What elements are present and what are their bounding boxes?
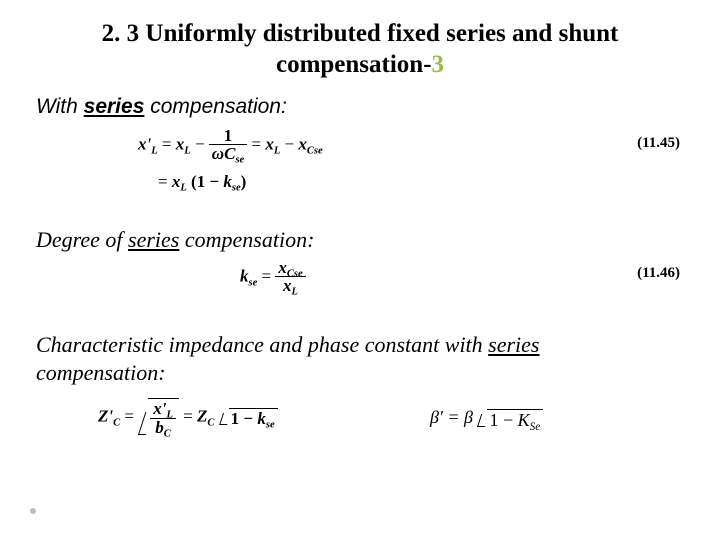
eq-sub: L <box>292 287 298 298</box>
eq-sqrt: x'L bC <box>138 398 179 438</box>
slide: 2. 3 Uniformly distributed fixed series … <box>0 0 720 540</box>
eq-frac: xCse xL <box>275 259 305 297</box>
eq-sub: se <box>249 277 258 288</box>
equation-11-46: kse = xCse xL (11.46) <box>80 255 640 301</box>
eq-op: = <box>262 266 276 285</box>
eq1145-row1: x'L = xL − 1 ωCse = xL − xCse <box>138 127 323 165</box>
slide-title: 2. 3 Uniformly distributed fixed series … <box>36 18 684 81</box>
eq1145-number: (11.45) <box>637 135 680 152</box>
subhead-degree: Degree of series compensation: <box>36 227 684 253</box>
eq-beta: β' = β 1 − KSe <box>430 408 543 429</box>
eq-sym: x <box>298 134 307 153</box>
eq1146-number: (11.46) <box>637 265 680 282</box>
eq-op: = <box>124 406 138 425</box>
eq-sym: C <box>224 144 235 163</box>
subhead-impedance: Characteristic impedance and phase const… <box>36 331 684 388</box>
eq-radicand: x'L bC <box>148 398 179 438</box>
eq-sub: se <box>232 182 241 193</box>
eq-text: 1 − <box>489 410 517 430</box>
eq-op: − <box>195 134 209 153</box>
eq-den: xL <box>275 277 305 296</box>
eq-sym: b <box>155 418 164 437</box>
page-indicator-icon <box>30 508 36 514</box>
eq-sym: β' = β <box>430 407 473 427</box>
sub1-prefix: Degree of <box>36 227 128 252</box>
eq-sym: x <box>265 134 274 153</box>
eq-op: = <box>158 172 172 191</box>
sub2-line2: compensation: <box>36 360 166 385</box>
eq-num: 1 <box>209 127 247 146</box>
eq-radicand: 1 − KSe <box>487 409 543 429</box>
eq-den: bC <box>150 419 176 438</box>
eq-sym: k <box>257 409 266 428</box>
eq1146-row1: kse = xCse xL <box>240 259 306 297</box>
eq-sub: C <box>113 417 120 428</box>
eq-sym: x <box>283 276 292 295</box>
eq-op: = <box>251 134 265 153</box>
eq-sym: x <box>278 258 287 277</box>
eq-sub: C <box>164 428 171 439</box>
eq-op: − <box>285 134 299 153</box>
eq-sub: L <box>274 145 280 156</box>
eq-sub: se <box>266 420 275 431</box>
eq-text: 1 − <box>231 409 258 428</box>
eq-sym: x <box>176 134 185 153</box>
sub2-line1a: Characteristic impedance and phase const… <box>36 332 488 357</box>
eq-den: ωCse <box>209 145 247 164</box>
sub1-suffix: compensation: <box>185 227 315 252</box>
sub1-emph: series <box>128 227 179 252</box>
eq-sub: L <box>180 182 186 193</box>
eq-sub: L <box>184 145 190 156</box>
eq-sym: Z' <box>98 406 113 425</box>
eq-sym: K <box>518 410 530 430</box>
sub2-emph: series <box>488 332 539 357</box>
eq-op: = <box>183 406 197 425</box>
eq-sym: ω <box>212 144 224 163</box>
intro-emph: series <box>84 95 145 118</box>
eq-num: xCse <box>275 259 305 278</box>
eq-sub: Se <box>530 420 541 432</box>
title-accent: 3 <box>432 51 445 78</box>
eq-zc: Z'C = x'L bC = ZC <box>98 398 278 438</box>
eq-op: = <box>162 134 176 153</box>
eq-frac: 1 ωCse <box>209 127 247 165</box>
eq-sub: C <box>207 417 214 428</box>
equation-pair: Z'C = x'L bC = ZC <box>40 392 680 462</box>
equation-11-45: x'L = xL − 1 ωCse = xL − xCse = xL (1 − … <box>80 121 640 205</box>
eq-num: x'L <box>150 400 176 419</box>
eq-sub: L <box>151 145 157 156</box>
eq-sym: k <box>223 172 232 191</box>
intro-line: With series compensation: <box>36 95 684 119</box>
title-text: 2. 3 Uniformly distributed fixed series … <box>102 20 619 78</box>
eq-sub: se <box>235 155 244 166</box>
intro-suffix: compensation: <box>150 95 287 118</box>
eq-sqrt: 1 − KSe <box>477 409 543 429</box>
eq-sub: Cse <box>307 145 323 156</box>
eq1145-row2: = xL (1 − kse) <box>158 173 246 190</box>
eq-frac: x'L bC <box>150 400 176 438</box>
eq-text: (1 − <box>191 172 223 191</box>
eq-sym: x' <box>138 134 151 153</box>
eq-sqrt: 1 − kse <box>219 408 278 427</box>
eq-sym: x' <box>153 399 166 418</box>
eq-text: ) <box>241 172 247 191</box>
intro-prefix: With <box>36 95 84 118</box>
eq-sym: k <box>240 266 249 285</box>
eq-sym: Z <box>197 406 207 425</box>
eq-radicand: 1 − kse <box>229 408 278 427</box>
